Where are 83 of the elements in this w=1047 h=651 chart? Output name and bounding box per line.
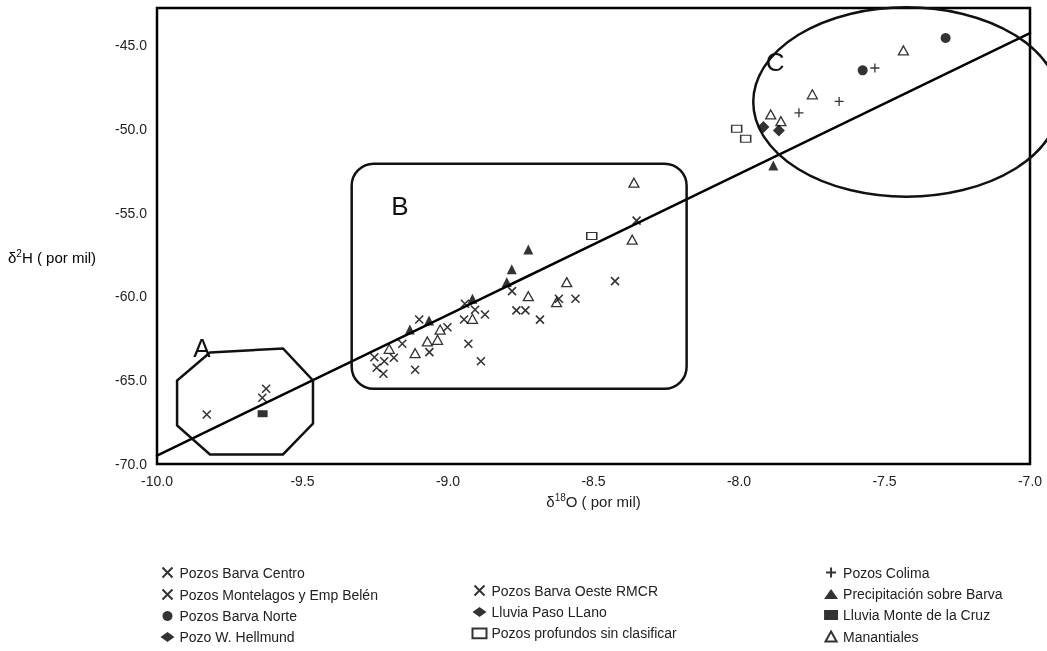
annotation: B [391,190,409,221]
point [507,286,517,296]
point [550,297,563,308]
point [470,304,480,315]
annotation: A [193,333,212,364]
point [561,276,573,288]
point [434,324,446,335]
point [740,134,752,143]
x-tick-label: -7.0 [1017,473,1043,489]
y-tick-label: -70.0 [115,456,148,472]
point [897,45,910,56]
x-tick-label: -10.0 [141,473,174,489]
point [506,264,517,275]
point [857,65,868,76]
point [460,298,470,309]
point [414,314,424,325]
point [424,347,435,357]
y-tick-label: -45.0 [115,36,148,53]
legend-label: Lluvia Paso LLano [491,604,607,620]
point [833,96,845,107]
point [940,33,951,44]
point [628,177,640,188]
point [442,322,453,332]
x-tick-label: -9.0 [435,473,461,489]
point [257,392,268,403]
point [610,276,620,286]
point [570,293,581,304]
x-tick-label: -7.5 [872,473,897,489]
point [501,277,512,288]
point [463,339,474,349]
y-tick-label: -60.0 [115,288,148,305]
point [523,244,534,255]
y-tick-label: -55.0 [115,204,148,221]
point [869,62,881,74]
legend-label: Pozos Barva Centro [179,564,305,581]
point [466,313,479,324]
point [511,305,522,316]
y-tick-label: -50.0 [115,120,148,137]
point [379,356,390,367]
point [397,339,408,349]
x-tick-label: -8.5 [581,473,606,489]
point [261,383,271,394]
legend-label: Pozos Montelagos y Emp Belén [179,586,378,603]
point [409,348,421,359]
point [378,369,389,379]
point [768,160,779,171]
legend-label: Pozos Barva Norte [179,608,298,624]
point [383,343,395,354]
point [459,314,469,325]
point [772,124,785,137]
point [631,215,642,226]
point [731,124,743,133]
y-tick-label: -65.0 [115,372,148,389]
point [421,336,433,347]
legend-label: Manantiales [843,628,919,645]
legend-label: Pozos Barva Oeste RMCR [491,582,658,599]
x-tick-label: -9.5 [290,473,315,489]
legend-label: Pozos profundos sin clasificar [491,625,678,642]
point [404,324,415,335]
point [410,364,420,375]
legend-label: Pozo W. Hellmund [179,629,295,645]
point [586,231,598,241]
point [806,89,818,100]
point [480,309,490,320]
x-tick-label: -8.0 [726,473,752,489]
point [554,293,564,304]
point [476,356,486,367]
point [535,314,545,325]
point [257,410,268,418]
point [389,352,399,363]
point [765,109,777,120]
point [626,234,638,245]
point [793,107,805,118]
point [201,409,212,420]
legend-label: Lluvia Monte de la Cruz [843,607,991,623]
legend-label: Precipitación sobre Barva [843,586,1003,602]
point [520,305,531,316]
point [775,116,787,127]
legend-label: Pozos Colima [843,564,930,581]
point [431,334,444,345]
point [467,293,478,304]
point [522,291,534,302]
point [424,315,435,326]
